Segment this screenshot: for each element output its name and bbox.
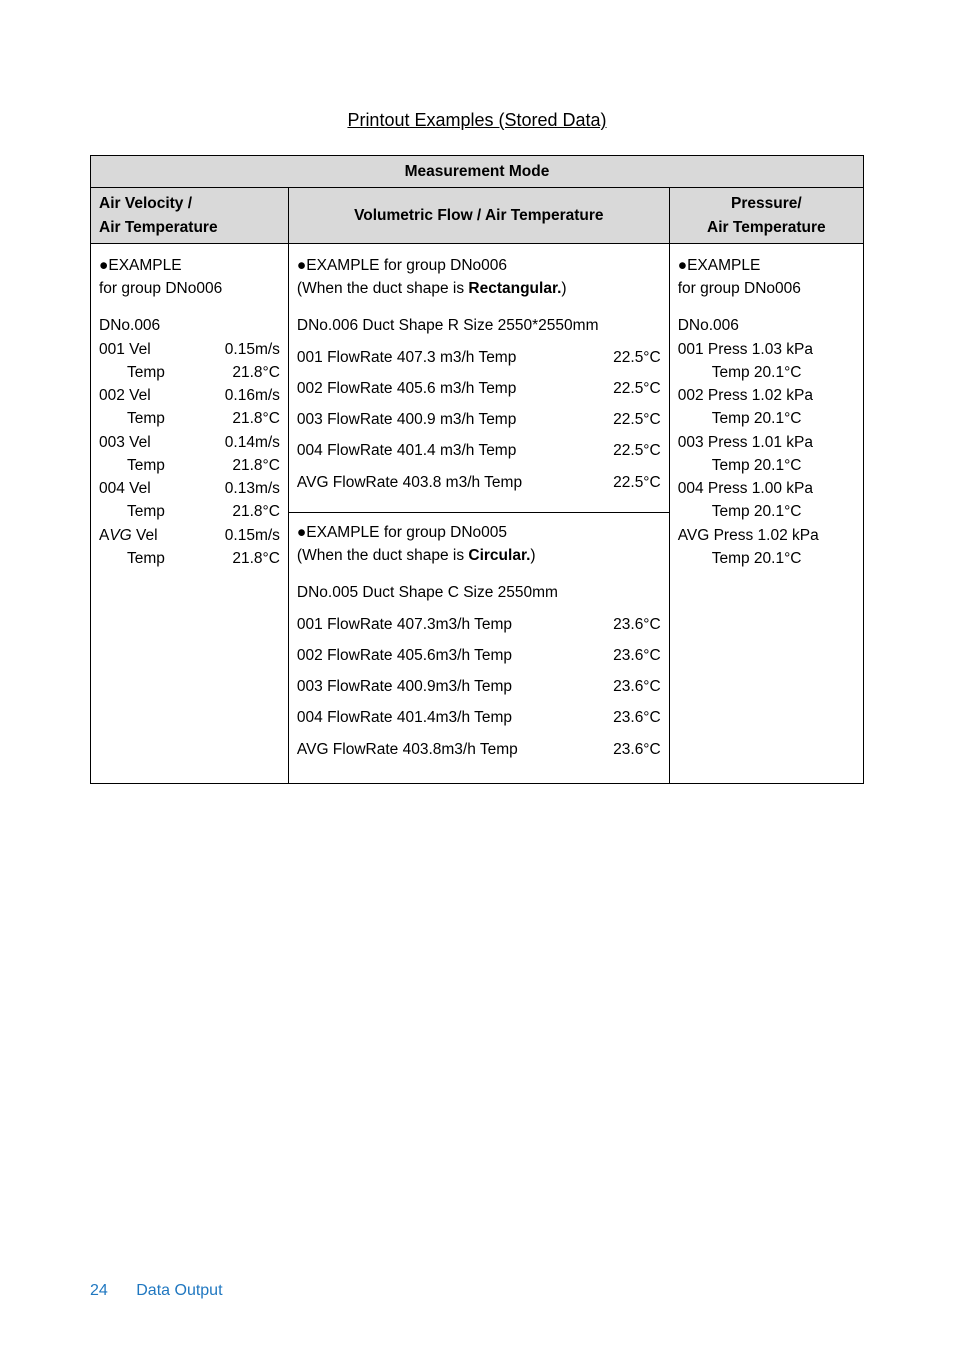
table-row: AVG FlowRate 403.8 m3/h Temp22.5°C <box>297 471 661 494</box>
col2b-note: (When the duct shape is Circular.) <box>297 547 536 564</box>
table-row: Temp 20.1°C <box>678 454 855 477</box>
table-row: 004 FlowRate 401.4 m3/h Temp22.5°C <box>297 439 661 462</box>
table-row: 002 Vel0.16m/s <box>99 384 280 407</box>
table-row: 001 FlowRate 407.3m3/h Temp23.6°C <box>297 613 661 636</box>
table-row: 002 FlowRate 405.6 m3/h Temp22.5°C <box>297 377 661 400</box>
table-row: 001 Vel0.15m/s <box>99 338 280 361</box>
table-row: AVG Press 1.02 kPa <box>678 524 855 547</box>
col3-ex-group: for group DNo006 <box>678 280 801 297</box>
table-row: 003 FlowRate 400.9m3/h Temp23.6°C <box>297 675 661 698</box>
table-row: 004 Vel0.13m/s <box>99 477 280 500</box>
header-col2: Volumetric Flow / Air Temperature <box>288 188 669 244</box>
table-row: Temp21.8°C <box>99 454 280 477</box>
table-row: AVG FlowRate 403.8m3/h Temp23.6°C <box>297 738 661 761</box>
col2b-dshape: DNo.005 Duct Shape C Size 2550mm <box>297 581 661 604</box>
table-row: Temp 20.1°C <box>678 547 855 570</box>
table-row: 002 Press 1.02 kPa <box>678 384 855 407</box>
header-merged: Measurement Mode <box>91 156 864 188</box>
col3-dno: DNo.006 <box>678 317 739 334</box>
col3-ex-label: ●EXAMPLE <box>678 257 761 274</box>
table-row: 002 FlowRate 405.6m3/h Temp23.6°C <box>297 644 661 667</box>
page-title: Printout Examples (Stored Data) <box>90 110 864 131</box>
table-row: 003 FlowRate 400.9 m3/h Temp22.5°C <box>297 408 661 431</box>
table-row: 004 Press 1.00 kPa <box>678 477 855 500</box>
table-row: Temp 20.1°C <box>678 361 855 384</box>
header-col1: Air Velocity / Air Temperature <box>91 188 289 244</box>
table-row: 003 Press 1.01 kPa <box>678 431 855 454</box>
table-row: Temp21.8°C <box>99 500 280 523</box>
table-row: Temp 20.1°C <box>678 500 855 523</box>
col2b-ex-label: ●EXAMPLE for group DNo005 <box>297 524 507 541</box>
table-row: Temp21.8°C <box>99 547 280 570</box>
measurement-table: Measurement Mode Air Velocity / Air Temp… <box>90 155 864 784</box>
page-number: 24 <box>90 1282 108 1299</box>
header-col3: Pressure/ Air Temperature <box>669 188 863 244</box>
table-row: 001 FlowRate 407.3 m3/h Temp22.5°C <box>297 346 661 369</box>
col2a-ex-label: ●EXAMPLE for group DNo006 <box>297 257 507 274</box>
page-footer: 24 Data Output <box>90 1282 223 1300</box>
col2a-dshape: DNo.006 Duct Shape R Size 2550*2550mm <box>297 314 661 337</box>
table-row: 004 FlowRate 401.4m3/h Temp23.6°C <box>297 706 661 729</box>
table-row: Temp 20.1°C <box>678 407 855 430</box>
col1-dno: DNo.006 <box>99 317 160 334</box>
col2b-body: ●EXAMPLE for group DNo005 (When the duct… <box>288 512 669 783</box>
col2a-note: (When the duct shape is Rectangular.) <box>297 280 567 297</box>
table-row: AVG Vel0.15m/s <box>99 524 280 547</box>
col2a-body: ●EXAMPLE for group DNo006 (When the duct… <box>288 243 669 512</box>
col1-ex-label: ●EXAMPLE <box>99 257 182 274</box>
col1-body: ●EXAMPLE for group DNo006 DNo.006 001 Ve… <box>91 243 289 783</box>
table-row: Temp21.8°C <box>99 361 280 384</box>
section-name: Data Output <box>136 1282 222 1299</box>
table-row: 001 Press 1.03 kPa <box>678 338 855 361</box>
col3-body: ●EXAMPLE for group DNo006 DNo.006 001 Pr… <box>669 243 863 783</box>
col1-ex-group: for group DNo006 <box>99 280 222 297</box>
table-row: 003 Vel0.14m/s <box>99 431 280 454</box>
table-row: Temp21.8°C <box>99 407 280 430</box>
